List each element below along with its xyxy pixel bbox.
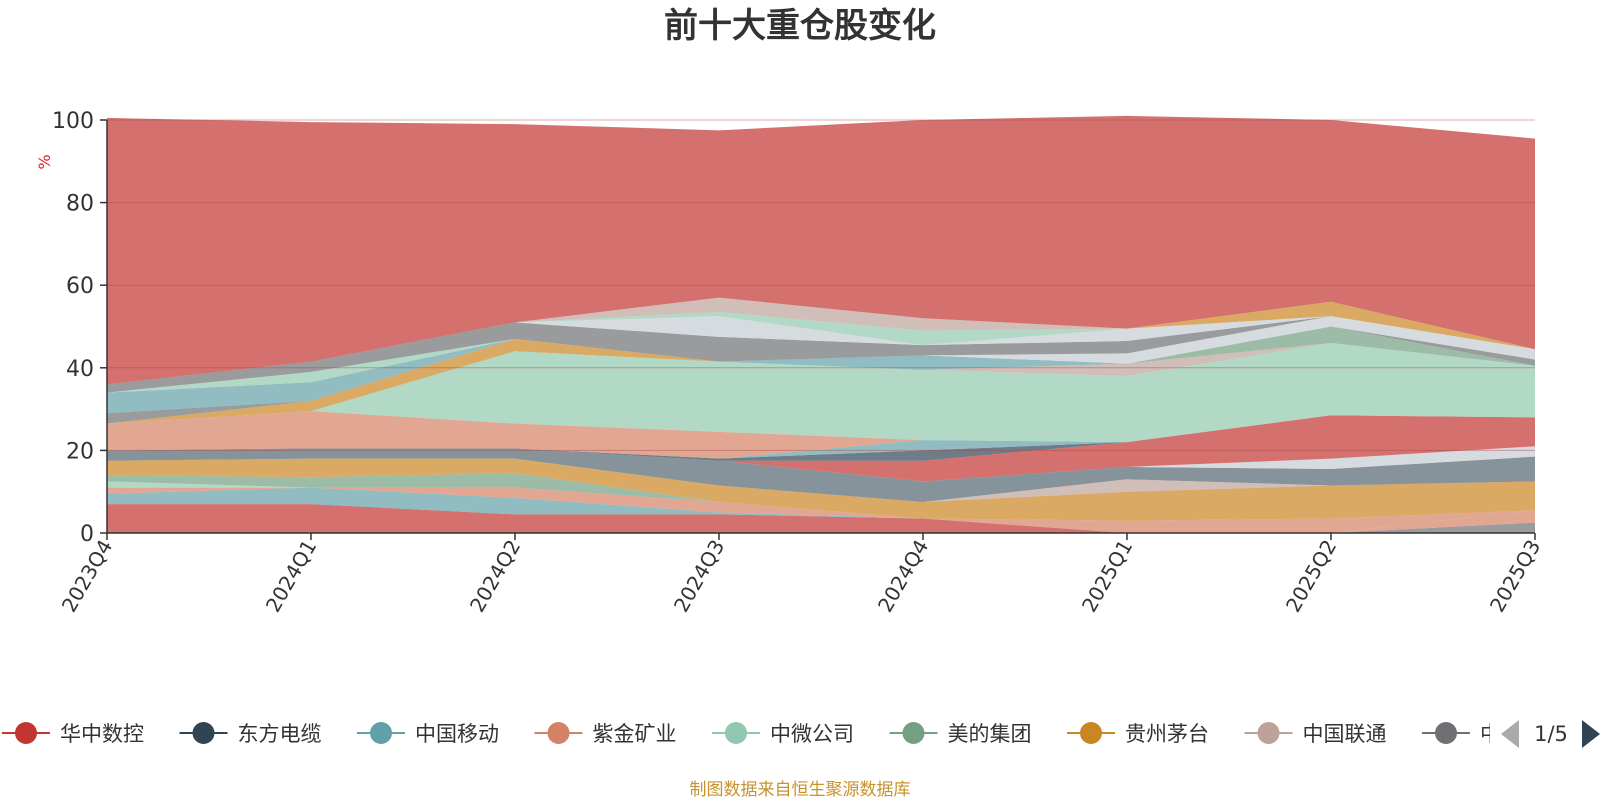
legend-next-icon[interactable] <box>1582 720 1600 748</box>
x-tick-label: 2023Q4 <box>57 536 117 617</box>
x-tick-label: 2024Q3 <box>669 536 729 617</box>
area-series-25 <box>107 316 1535 393</box>
area-series-31 <box>107 115 1535 385</box>
area-series-6 <box>107 487 1535 521</box>
area-series-4 <box>107 504 1535 533</box>
area-series-3 <box>107 504 1535 533</box>
legend-item[interactable]: 东方电缆 <box>179 722 322 746</box>
legend-label: 华中数控 <box>60 722 144 746</box>
area-series-5 <box>107 487 1535 521</box>
legend-marker <box>1257 722 1280 744</box>
chart-title: 前十大重仓股变化 <box>664 6 936 46</box>
y-tick-label: 20 <box>66 439 94 464</box>
y-axis-unit: % <box>35 154 54 169</box>
y-tick-label: 80 <box>66 192 94 217</box>
legend-label: 贵州茅台 <box>1125 722 1209 746</box>
legend-item[interactable]: 中国移动 <box>357 722 499 746</box>
source-note: 制图数据来自恒生聚源数据库 <box>690 780 911 800</box>
legend-item[interactable]: 中国联通 <box>1244 722 1387 746</box>
legend-marker <box>1435 722 1457 744</box>
legend-item[interactable]: 中 <box>1422 722 1501 746</box>
x-tick-label: 2024Q4 <box>873 536 933 617</box>
x-tick-label: 2025Q1 <box>1077 536 1137 617</box>
y-tick-label: 0 <box>80 522 94 547</box>
area-series-8 <box>107 473 1535 521</box>
x-tick-label: 2025Q3 <box>1485 536 1545 617</box>
area-series-1 <box>107 522 1535 533</box>
legend-item[interactable]: 贵州茅台 <box>1067 722 1209 746</box>
area-series-28 <box>107 312 1535 385</box>
x-tick-label: 2024Q2 <box>465 536 525 617</box>
legend-marker <box>15 722 37 744</box>
legend-label: 美的集团 <box>948 722 1032 746</box>
area-series-19 <box>107 343 1535 424</box>
legend-marker <box>902 722 925 744</box>
area-series-21 <box>107 326 1535 424</box>
y-tick-label: 40 <box>66 357 94 382</box>
area-series-11 <box>107 448 1535 503</box>
legend-item[interactable]: 中微公司 <box>712 722 854 746</box>
legend-label: 东方电缆 <box>238 722 322 746</box>
legend-marker <box>547 722 570 744</box>
x-tick-label: 2025Q2 <box>1281 536 1341 617</box>
legend-item[interactable]: 美的集团 <box>889 722 1032 746</box>
legend-marker <box>370 722 392 744</box>
x-tick-label: 2024Q1 <box>261 536 321 617</box>
area-series-16 <box>107 415 1535 459</box>
area-series-14 <box>107 415 1535 482</box>
legend-page-indicator: 1/5 <box>1534 722 1568 746</box>
legend-label: 中国移动 <box>415 722 499 746</box>
area-series-27 <box>107 316 1535 385</box>
legend-label: 中国联通 <box>1303 722 1387 746</box>
area-series-9 <box>107 458 1535 521</box>
y-tick-label: 60 <box>66 274 94 299</box>
area-series-18 <box>107 343 1535 443</box>
legend-label: 中微公司 <box>770 722 854 746</box>
legend-item[interactable]: 华中数控 <box>2 722 144 746</box>
legend-marker <box>725 722 747 744</box>
gridlines <box>107 119 1535 451</box>
legend: 华中数控 东方电缆 中国移动 紫金矿业 中微公司 美的集团 贵州茅台 中国联通 中 1/5 <box>2 711 1600 755</box>
area-series-12 <box>107 446 1535 482</box>
legend-marker <box>1080 722 1102 744</box>
legend-prev-icon[interactable] <box>1501 720 1519 748</box>
legend-label: 紫金矿业 <box>593 722 677 746</box>
area-series-23 <box>107 326 1535 414</box>
area-series-17 <box>107 411 1535 459</box>
y-tick-label: 100 <box>52 109 94 134</box>
legend-marker <box>192 722 215 744</box>
legend-item[interactable]: 紫金矿业 <box>534 722 677 746</box>
area-series-29 <box>107 297 1535 385</box>
area-series-group <box>107 115 1535 533</box>
area-series-26 <box>107 316 1535 393</box>
